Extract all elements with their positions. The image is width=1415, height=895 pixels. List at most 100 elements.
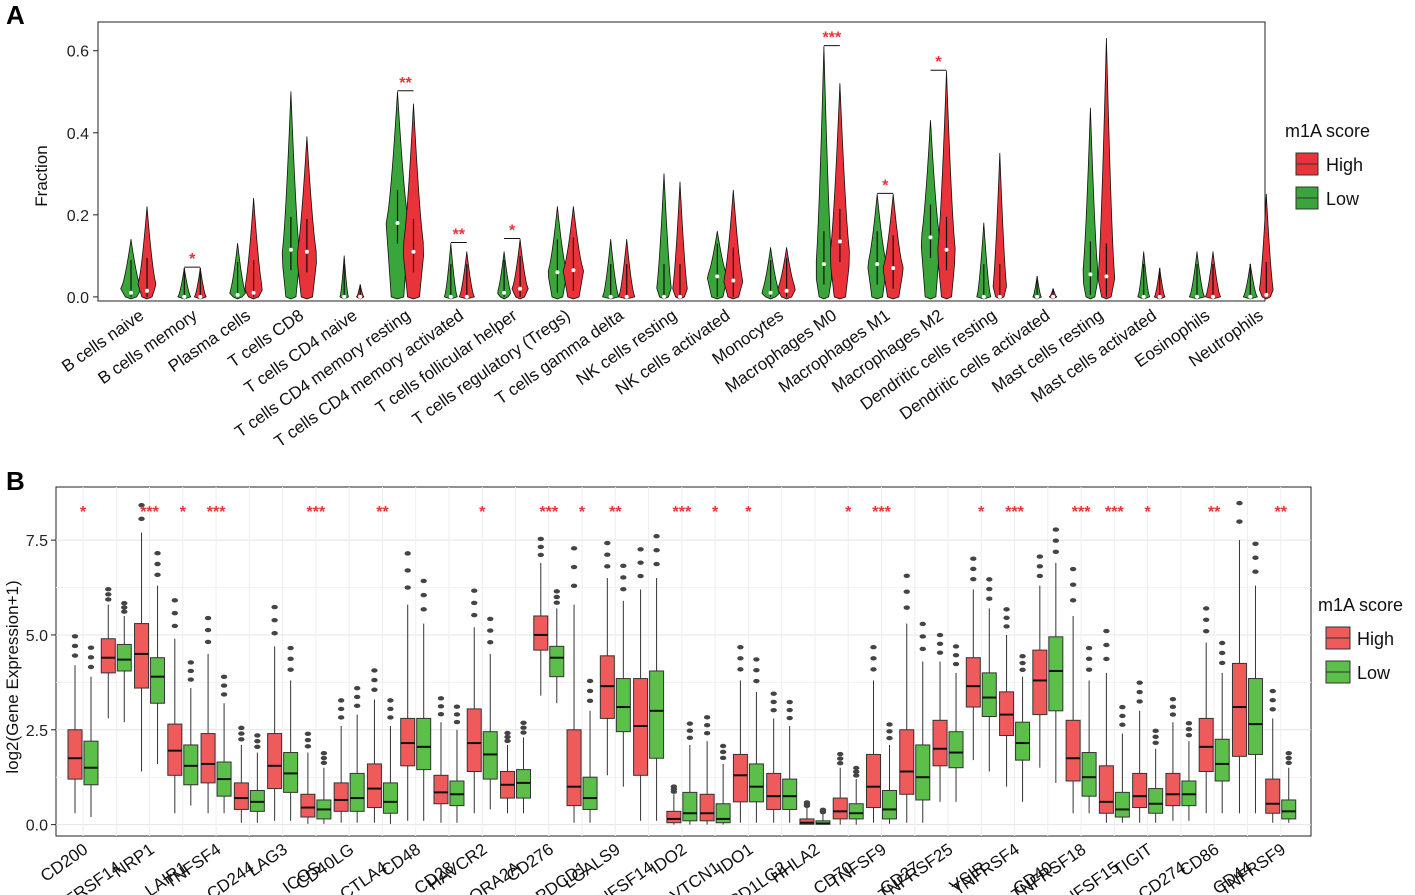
violin-high-median [198, 294, 203, 299]
box-low-outlier [254, 733, 261, 738]
violin-high [137, 206, 157, 300]
panel-a-legend-low: Low [1326, 189, 1360, 209]
box-low-outlier [1285, 755, 1292, 761]
box-low [1015, 721, 1031, 761]
box-high-outlier [204, 639, 212, 645]
box-low-outlier [886, 735, 893, 741]
box-low [848, 803, 864, 820]
box-high [732, 753, 748, 803]
box-high [799, 818, 815, 825]
box-low [116, 643, 132, 672]
box-low-outlier [1218, 660, 1226, 666]
violin-high-median [411, 249, 416, 254]
box-high-outlier [371, 677, 378, 683]
box-high [566, 729, 582, 807]
panel-a-y-tick-label: 0.2 [67, 208, 89, 225]
box-high-outlier [105, 592, 112, 597]
box-high-outlier [837, 751, 844, 757]
box-low-outlier [1152, 734, 1159, 740]
violin-low-median [1195, 294, 1199, 299]
box-low [416, 717, 432, 771]
box-high-outlier [1036, 554, 1044, 559]
violin-high [244, 198, 263, 300]
significance-stars: ** [376, 504, 389, 521]
violin-low-median [1248, 294, 1253, 299]
significance-stars: * [882, 177, 889, 194]
box-low-outlier [353, 694, 361, 700]
box-low-outlier [853, 765, 860, 771]
box-low [881, 789, 897, 820]
box-low-outlier [919, 634, 926, 639]
box-low-outlier [387, 706, 394, 712]
box-high [965, 657, 981, 708]
box-low-outlier [1152, 740, 1159, 745]
significance-stars: * [579, 504, 586, 521]
violin-low [1082, 108, 1099, 300]
violin-high [296, 136, 317, 300]
panel-a-label: A [6, 0, 25, 30]
box-low-outlier [387, 698, 394, 703]
violin-low-median [1088, 272, 1093, 277]
box-high [533, 615, 549, 651]
box-low-outlier [320, 760, 328, 766]
box-high [865, 753, 881, 809]
significance-stars: ** [453, 227, 466, 244]
box-low [915, 744, 931, 801]
panel-b-y-tick-label: 7.5 [26, 533, 48, 550]
box-low [1247, 678, 1263, 755]
box-low-outlier [919, 621, 926, 627]
box-low-outlier [686, 728, 694, 733]
box-low-outlier [453, 712, 461, 717]
box-high-outlier [604, 540, 611, 546]
box-low-outlier [1252, 569, 1259, 574]
box-low-outlier [1252, 555, 1259, 560]
box-high-outlier [1169, 704, 1177, 710]
box-low-outlier [254, 744, 261, 750]
violin-high-median [837, 239, 842, 244]
significance-stars: *** [1072, 504, 1091, 521]
violin-low-median [768, 290, 773, 295]
box-low-outlier [1052, 549, 1060, 554]
box-high [366, 763, 382, 809]
box-low-outlier [586, 678, 594, 684]
box-low-outlier [620, 586, 627, 592]
panel-a-y-axis-label: Fraction [32, 145, 51, 206]
violin-high-median [624, 294, 629, 299]
box-high-outlier [204, 615, 212, 621]
box-high-outlier [770, 699, 777, 705]
box-low-outlier [1119, 704, 1126, 710]
panel-a-legend-high: High [1326, 155, 1363, 175]
box-low [1148, 788, 1164, 814]
box-high-outlier [1103, 656, 1110, 662]
box-low-outlier [1218, 650, 1226, 656]
significance-stars: ** [609, 504, 622, 521]
panel-b-legend-high: High [1357, 629, 1394, 649]
violin-high [1097, 38, 1116, 300]
violin-high-median [944, 247, 949, 252]
box-low-outlier [986, 586, 993, 592]
box-low-outlier [952, 644, 960, 649]
violin-low-median [288, 247, 293, 252]
box-low-outlier [487, 616, 494, 622]
box-high [300, 793, 316, 818]
significance-stars: *** [539, 504, 558, 521]
box-low [948, 731, 964, 769]
violin-high [937, 70, 956, 300]
box-high-outlier [71, 643, 79, 649]
significance-stars: *** [872, 504, 891, 521]
box-high-outlier [337, 698, 345, 703]
box-low-outlier [320, 751, 328, 756]
box-low-outlier [353, 703, 361, 708]
box-low-outlier [387, 715, 394, 720]
box-high-outlier [870, 667, 877, 672]
violin-low [815, 46, 832, 300]
box-low-outlier [520, 730, 527, 735]
box-high-outlier [637, 547, 644, 552]
violin-high [830, 83, 850, 300]
violin-high-median [518, 286, 523, 291]
box-low [1081, 752, 1097, 797]
box-high-outlier [71, 634, 79, 639]
box-low-outlier [819, 807, 827, 813]
panel-b: B log2(Gene Expression+1) 0.0 2.5 5.0 7.5 *… [3, 466, 1403, 895]
box-high-outlier [471, 612, 478, 618]
